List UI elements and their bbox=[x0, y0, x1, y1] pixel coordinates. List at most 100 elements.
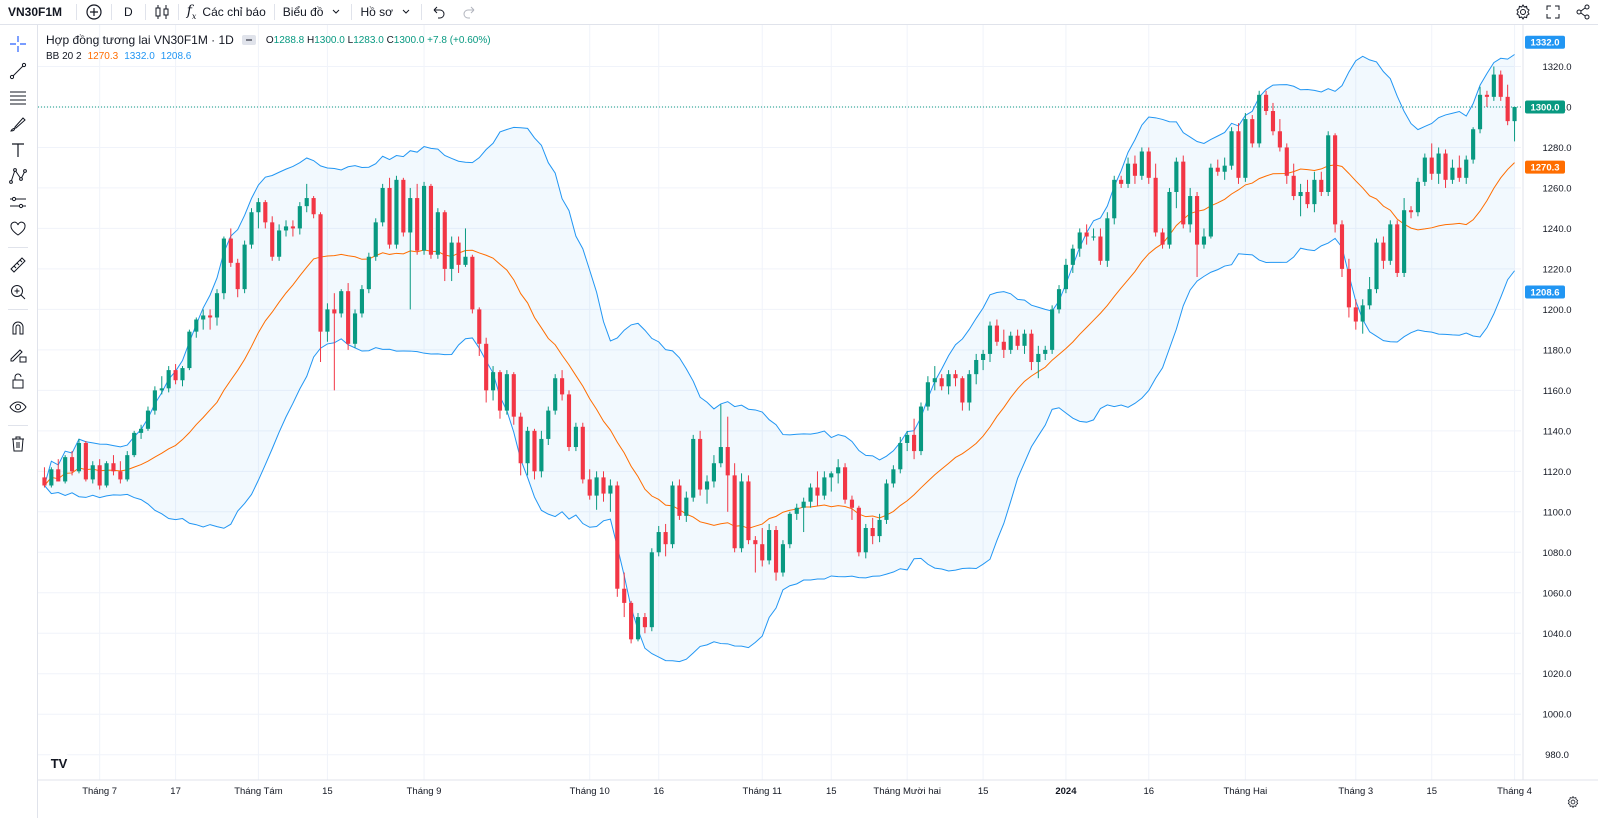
candle-up bbox=[649, 548, 654, 632]
candle-body bbox=[387, 187, 392, 245]
stay-in-drawing-tool[interactable] bbox=[6, 343, 30, 365]
candle-up bbox=[1008, 331, 1013, 354]
candle-up bbox=[125, 451, 130, 482]
redo-button[interactable] bbox=[454, 0, 486, 24]
prediction-tool[interactable] bbox=[6, 192, 30, 214]
zoom-tool[interactable] bbox=[6, 281, 30, 303]
candle-up bbox=[987, 321, 993, 363]
candle-body bbox=[539, 438, 544, 472]
symbol-search[interactable]: VN30F1M bbox=[8, 5, 63, 19]
candle-up bbox=[918, 402, 924, 456]
candle-body bbox=[1132, 163, 1138, 176]
pattern-tool[interactable] bbox=[6, 165, 30, 187]
candle-up bbox=[1450, 159, 1455, 184]
settings-button[interactable] bbox=[1508, 0, 1538, 24]
candle-up bbox=[1056, 285, 1062, 314]
fib-tool[interactable] bbox=[6, 86, 30, 108]
interval-button[interactable]: D bbox=[124, 5, 133, 19]
candle-body bbox=[352, 313, 358, 344]
price-chart[interactable]: 980.0 1000.0 1020.0 1040.0 1060.0 1080.0 1100.… bbox=[38, 25, 1598, 818]
candle-down bbox=[470, 254, 475, 314]
candle-body bbox=[1298, 191, 1303, 197]
candle-body bbox=[1319, 179, 1324, 192]
candle-body bbox=[470, 256, 475, 310]
candle-body bbox=[1505, 96, 1510, 122]
candle-body bbox=[684, 497, 689, 516]
candle-body bbox=[111, 463, 116, 472]
candle-up bbox=[90, 461, 95, 484]
candle-body bbox=[580, 426, 585, 480]
trend-line-tool[interactable] bbox=[6, 60, 30, 82]
candle-up bbox=[1077, 228, 1082, 257]
candle-up bbox=[780, 540, 786, 577]
candle-down bbox=[1084, 224, 1089, 245]
ohlc-values: O1288.8 H1300.0 L1283.0 C1300.0 +7.8 (+0… bbox=[266, 35, 491, 46]
undo-button[interactable] bbox=[422, 0, 454, 24]
price-label-bg bbox=[1525, 285, 1565, 299]
candle-up bbox=[656, 525, 661, 557]
share-button[interactable] bbox=[1568, 0, 1598, 24]
candle-up bbox=[539, 430, 544, 478]
hide-drawings-tool[interactable] bbox=[6, 396, 30, 418]
fullscreen-button[interactable] bbox=[1538, 0, 1568, 24]
price-tick-label: 1180.0 bbox=[1543, 345, 1571, 356]
candle-body bbox=[753, 540, 758, 545]
candle-down bbox=[1215, 159, 1220, 176]
candles-icon bbox=[155, 5, 169, 19]
candle-up bbox=[822, 471, 827, 500]
collapse-legend-button[interactable] bbox=[241, 35, 256, 45]
candle-body bbox=[283, 226, 289, 231]
candle-up bbox=[808, 483, 813, 508]
tradingview-logo[interactable]: TV bbox=[47, 752, 71, 774]
remove-drawings-tool[interactable] bbox=[6, 433, 30, 455]
candle-body bbox=[615, 485, 620, 589]
divider bbox=[144, 4, 146, 20]
chart-type-button[interactable] bbox=[146, 0, 178, 24]
magnet-tool[interactable] bbox=[6, 317, 30, 339]
scale-settings-button[interactable] bbox=[1566, 795, 1580, 814]
compare-symbol-button[interactable] bbox=[77, 0, 111, 24]
candle-up bbox=[608, 479, 613, 512]
lock-drawings-tool[interactable] bbox=[6, 370, 30, 392]
candle-body bbox=[1291, 175, 1296, 197]
chevron-down-icon bbox=[333, 9, 340, 14]
candle-down bbox=[960, 376, 965, 411]
candle-up bbox=[863, 523, 868, 559]
favorites-tool[interactable] bbox=[6, 218, 30, 240]
time-tick-label: Tháng 3 bbox=[1338, 786, 1373, 797]
indicator-legend[interactable]: BB 20 2 1270.3 1332.0 1208.6 bbox=[46, 48, 491, 64]
crosshair-tool[interactable] bbox=[6, 33, 30, 55]
candle-body bbox=[477, 309, 482, 344]
candle-body bbox=[201, 315, 206, 320]
candle-up bbox=[1063, 258, 1068, 294]
profile-button[interactable]: Hồ sơ bbox=[352, 0, 421, 24]
candle-down bbox=[228, 228, 233, 267]
candle-body bbox=[497, 372, 503, 411]
time-tick-label: Tháng 9 bbox=[407, 786, 442, 797]
high-value: 1300.0 bbox=[314, 34, 345, 46]
candle-body bbox=[780, 544, 786, 573]
chart-layout-button[interactable]: Biểu đồ bbox=[275, 0, 352, 24]
measure-tool[interactable] bbox=[6, 254, 30, 276]
brush-tool[interactable] bbox=[6, 113, 30, 135]
candle-down bbox=[208, 309, 213, 330]
time-tick-label: 15 bbox=[978, 786, 989, 797]
crosshair-icon bbox=[10, 36, 26, 52]
candle-body bbox=[456, 242, 461, 265]
candle-down bbox=[97, 459, 102, 490]
candle-body bbox=[1091, 236, 1096, 238]
price-tick-label: 1080.0 bbox=[1542, 548, 1571, 559]
candle-down bbox=[1353, 299, 1358, 330]
candle-body bbox=[42, 477, 47, 486]
candle-body bbox=[801, 501, 806, 508]
candle-down bbox=[1146, 147, 1151, 184]
candle-up bbox=[829, 471, 834, 492]
redo-icon bbox=[463, 6, 475, 19]
candle-body bbox=[511, 374, 516, 417]
candle-up bbox=[1201, 228, 1207, 249]
bb-fill bbox=[44, 54, 1515, 662]
text-tool[interactable] bbox=[6, 139, 30, 161]
indicators-button[interactable]: fx Các chỉ báo bbox=[179, 0, 274, 24]
candle-body bbox=[1512, 106, 1517, 122]
candle-up bbox=[525, 426, 530, 476]
